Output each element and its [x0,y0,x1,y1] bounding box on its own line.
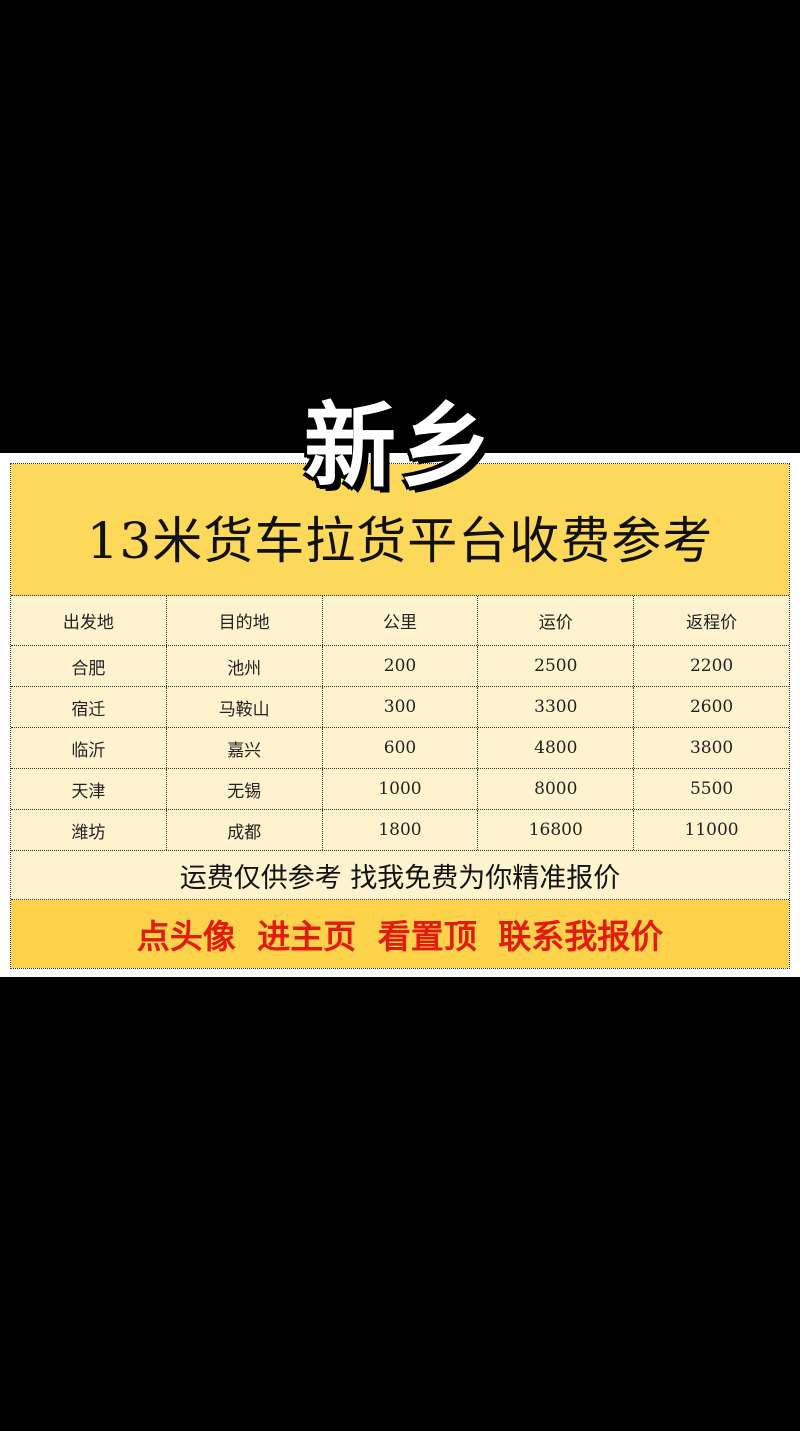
table-cell: 3800 [689,738,734,758]
table-cell: 合肥 [11,646,167,686]
table-cell: 1800 [323,810,479,850]
table-cell: 2200 [689,656,734,676]
table-cell: 潍坊 [11,810,167,850]
header-cell: 返程价 [686,613,738,633]
table-cell: 3300 [478,687,635,727]
header-cell: 公里 [323,596,479,645]
header-cell: 目的地 [167,596,323,645]
price-table: 13米货车拉货平台收费参考 出发地 目的地 公里 运价 返程价 合肥 池州 200 2… [10,463,790,969]
cta-banner: 点头像 进主页 看置顶 联系我报价 [11,900,789,968]
table-cell: 4800 [478,728,635,768]
table-header: 出发地 目的地 公里 运价 返程价 [11,596,789,646]
table-row: 潍坊 成都 1800 16800 11000 [11,810,789,851]
table-cell: 1000 [323,769,479,809]
table-cell: 2600 [689,697,734,717]
table-cell: 300 [323,687,479,727]
table-cell: 11000 [684,820,739,840]
table-cell: 2500 [478,646,635,686]
table-row: 合肥 池州 200 2500 2200 [11,646,789,687]
table-row: 天津 无锡 1000 8000 5500 [11,769,789,810]
table-cell: 临沂 [11,728,167,768]
table-cell: 马鞍山 [167,687,323,727]
table-cell: 8000 [478,769,635,809]
table-cell: 宿迁 [11,687,167,727]
table-row: 临沂 嘉兴 600 4800 3800 [11,728,789,769]
table-cell: 池州 [167,646,323,686]
table-cell: 无锡 [167,769,323,809]
table-cell: 天津 [11,769,167,809]
header-cell: 运价 [478,596,635,645]
poster-title: 13米货车拉货平台收费参考 [11,464,789,596]
table-cell: 600 [323,728,479,768]
table-row: 宿迁 马鞍山 300 3300 2600 [11,687,789,728]
table-cell: 200 [323,646,479,686]
table-cell: 成都 [167,810,323,850]
note-text: 运费仅供参考 找我免费为你精准报价 [11,851,789,900]
table-cell: 嘉兴 [167,728,323,768]
table-cell: 5500 [689,779,734,799]
city-heading: 新乡 [303,393,496,500]
header-cell: 出发地 [11,596,167,645]
table-cell: 16800 [478,810,635,850]
